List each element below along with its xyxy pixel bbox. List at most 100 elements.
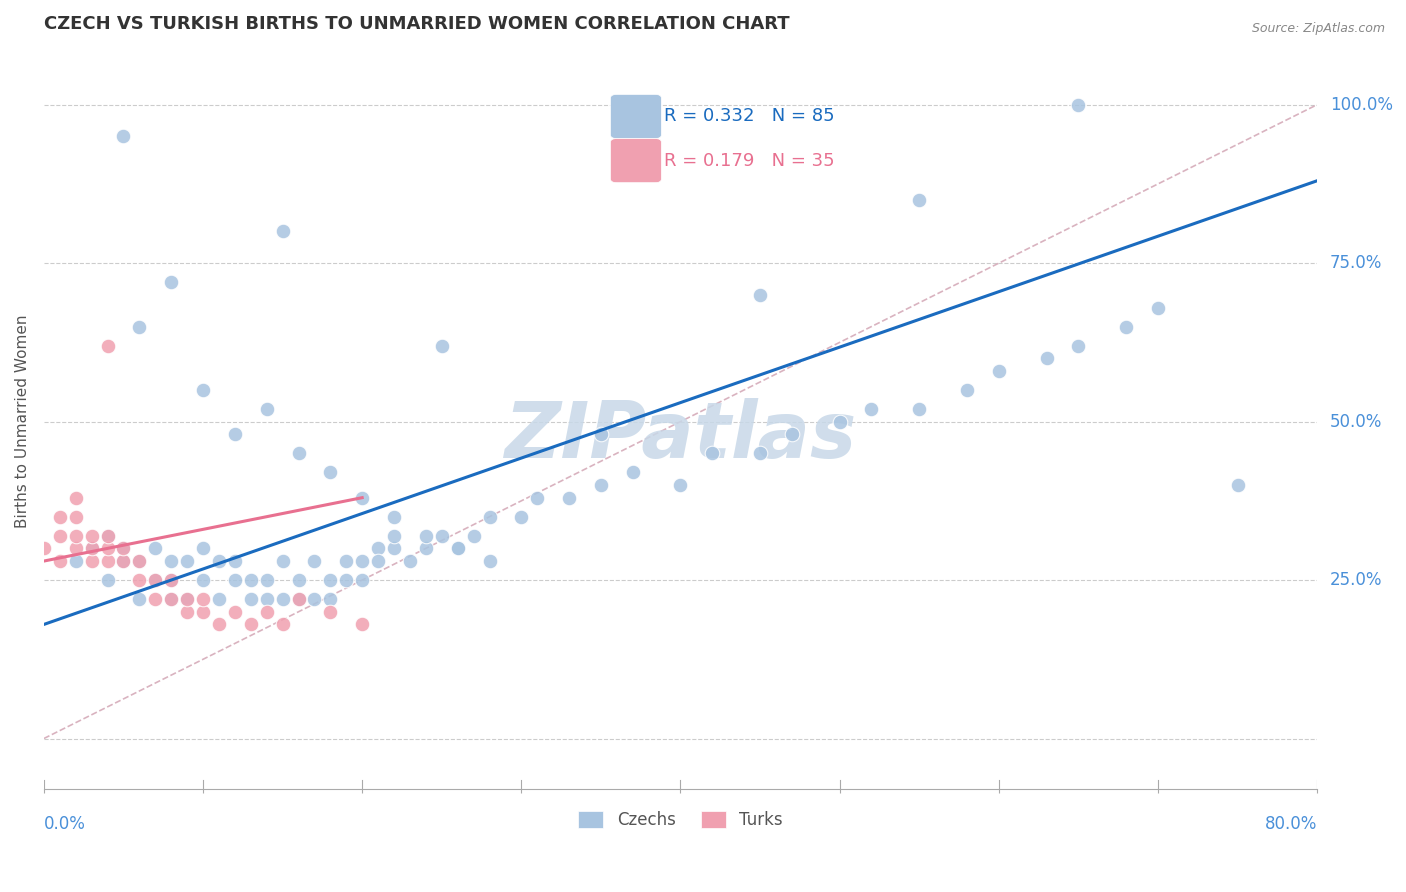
Point xyxy=(1067,338,1090,352)
Point xyxy=(908,401,931,416)
Point xyxy=(749,446,772,460)
Point xyxy=(271,224,294,238)
Text: 80.0%: 80.0% xyxy=(1265,814,1317,832)
Point xyxy=(143,573,166,587)
Point xyxy=(49,529,72,543)
Point xyxy=(160,554,183,568)
Point xyxy=(65,554,87,568)
FancyBboxPatch shape xyxy=(610,95,661,138)
Point xyxy=(463,529,485,543)
Point xyxy=(160,573,183,587)
Point xyxy=(352,617,374,632)
Point xyxy=(447,541,470,556)
Point xyxy=(176,554,198,568)
Point xyxy=(65,529,87,543)
Point xyxy=(860,401,883,416)
Point xyxy=(239,592,262,607)
Point xyxy=(191,573,214,587)
Point xyxy=(176,592,198,607)
Point xyxy=(621,466,644,480)
Point xyxy=(128,573,150,587)
Point xyxy=(256,592,278,607)
Point xyxy=(415,529,437,543)
Point xyxy=(224,427,246,442)
Point xyxy=(702,446,724,460)
Point xyxy=(80,541,103,556)
Point xyxy=(65,509,87,524)
Point xyxy=(589,427,612,442)
Point xyxy=(287,573,309,587)
Point xyxy=(1035,351,1057,366)
Point xyxy=(304,554,326,568)
Point xyxy=(1147,301,1170,315)
Point xyxy=(49,554,72,568)
Point xyxy=(160,275,183,289)
Point xyxy=(256,605,278,619)
Point xyxy=(65,541,87,556)
Point xyxy=(239,573,262,587)
Point xyxy=(256,573,278,587)
Point xyxy=(128,319,150,334)
Point xyxy=(287,592,309,607)
Point xyxy=(430,529,453,543)
Point xyxy=(80,554,103,568)
Point xyxy=(32,541,55,556)
Point xyxy=(526,491,548,505)
Point xyxy=(399,554,422,568)
Point xyxy=(478,554,501,568)
Point xyxy=(304,592,326,607)
Point xyxy=(208,592,231,607)
Point xyxy=(176,605,198,619)
Text: Source: ZipAtlas.com: Source: ZipAtlas.com xyxy=(1251,22,1385,36)
Point xyxy=(112,129,135,144)
Point xyxy=(65,491,87,505)
Point xyxy=(382,529,405,543)
Point xyxy=(96,529,118,543)
Point xyxy=(382,509,405,524)
Text: 25.0%: 25.0% xyxy=(1330,571,1382,589)
Point xyxy=(447,541,470,556)
Point xyxy=(382,541,405,556)
Point xyxy=(80,541,103,556)
Point xyxy=(987,364,1010,378)
Point xyxy=(208,554,231,568)
Point xyxy=(319,466,342,480)
Point xyxy=(367,554,389,568)
Point xyxy=(271,617,294,632)
Point xyxy=(191,541,214,556)
Point xyxy=(191,383,214,397)
Point xyxy=(335,554,357,568)
Text: CZECH VS TURKISH BIRTHS TO UNMARRIED WOMEN CORRELATION CHART: CZECH VS TURKISH BIRTHS TO UNMARRIED WOM… xyxy=(44,15,790,33)
Legend: Czechs, Turks: Czechs, Turks xyxy=(572,805,789,836)
Text: R = 0.179   N = 35: R = 0.179 N = 35 xyxy=(664,152,835,169)
Point xyxy=(478,509,501,524)
Point xyxy=(1067,97,1090,112)
Text: 100.0%: 100.0% xyxy=(1330,95,1393,113)
Point xyxy=(143,592,166,607)
Point xyxy=(589,478,612,492)
Point xyxy=(143,573,166,587)
Point xyxy=(128,554,150,568)
Point xyxy=(1226,478,1249,492)
Point xyxy=(335,573,357,587)
Point xyxy=(143,541,166,556)
Point xyxy=(96,529,118,543)
Point xyxy=(112,554,135,568)
Point xyxy=(415,541,437,556)
Point xyxy=(287,446,309,460)
Point xyxy=(352,573,374,587)
Point xyxy=(224,573,246,587)
Point xyxy=(128,592,150,607)
Point xyxy=(160,592,183,607)
Point xyxy=(49,509,72,524)
Point xyxy=(367,541,389,556)
Point xyxy=(96,541,118,556)
Point xyxy=(352,554,374,568)
Point xyxy=(319,592,342,607)
Point xyxy=(780,427,803,442)
Point xyxy=(908,193,931,207)
Point xyxy=(176,592,198,607)
Text: 0.0%: 0.0% xyxy=(44,814,86,832)
Point xyxy=(112,541,135,556)
Point xyxy=(96,554,118,568)
